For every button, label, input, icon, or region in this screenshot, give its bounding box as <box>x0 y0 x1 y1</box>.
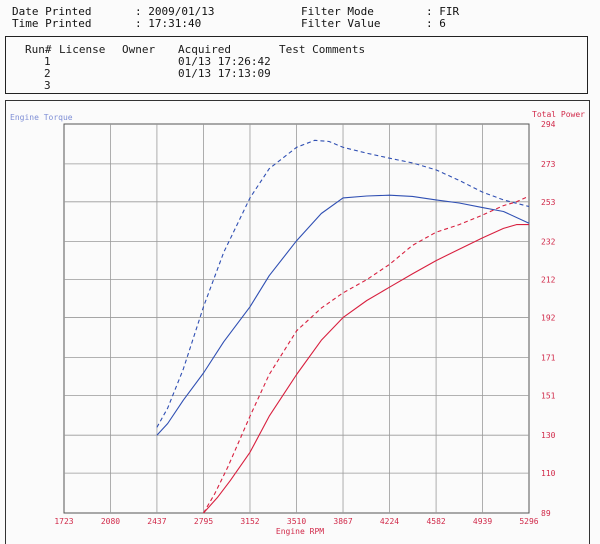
x-tick-label: 2795 <box>194 517 213 526</box>
chart-frame <box>5 100 590 544</box>
time-printed-value: : 17:31:40 <box>135 17 202 30</box>
right-axis-title: Total Power <box>532 110 585 119</box>
x-tick-label: 2080 <box>101 517 120 526</box>
power-dashed-line <box>203 195 530 514</box>
x-tick-label: 4224 <box>380 517 399 526</box>
run-number: 3 <box>44 79 51 92</box>
date-printed-label: Date Printed <box>12 5 92 18</box>
column-header-run: Run# <box>25 43 52 56</box>
right-tick-label: 130 <box>541 431 556 440</box>
torque-dashed-line <box>156 139 530 428</box>
column-header-test-comments: Test Comments <box>279 43 366 56</box>
x-tick-label: 1723 <box>54 517 73 526</box>
right-tick-label: 89 <box>541 509 551 518</box>
right-tick-label: 294 <box>541 120 556 129</box>
run-acquired: 01/13 17:26:42 <box>178 55 271 68</box>
time-printed-label: Time Printed <box>12 17 92 30</box>
right-tick-label: 212 <box>541 276 556 285</box>
right-tick-label: 273 <box>541 160 556 169</box>
column-header-license: License <box>59 43 106 56</box>
x-tick-label: 3152 <box>240 517 259 526</box>
x-tick-label: 5296 <box>519 517 538 526</box>
filter-value-value: : 6 <box>426 17 446 30</box>
right-tick-label: 110 <box>541 469 556 478</box>
date-printed-value: : 2009/01/13 <box>135 5 215 18</box>
run-number: 1 <box>44 55 51 68</box>
x-tick-label: 4939 <box>473 517 492 526</box>
torque-solid-line <box>156 194 530 436</box>
column-header-owner: Owner <box>122 43 156 56</box>
report-header: Date Printed : 2009/01/13 Time Printed :… <box>0 0 600 36</box>
filter-value-label: Filter Value <box>301 17 381 30</box>
right-tick-label: 253 <box>541 198 556 207</box>
x-tick-label: 3867 <box>333 517 352 526</box>
filter-mode-label: Filter Mode <box>301 5 374 18</box>
run-acquired: 01/13 17:13:09 <box>178 67 271 80</box>
filter-mode-value: : FIR <box>426 5 460 18</box>
right-tick-label: 171 <box>541 353 556 362</box>
right-tick-label: 192 <box>541 314 556 323</box>
left-axis-title: Engine Torque <box>10 113 73 122</box>
run-number: 2 <box>44 67 51 80</box>
x-tick-label: 3510 <box>287 517 306 526</box>
right-tick-label: 232 <box>541 238 556 247</box>
power-solid-line <box>203 224 529 514</box>
x-axis-title: Engine RPM <box>276 527 324 536</box>
x-tick-label: 2437 <box>147 517 166 526</box>
x-tick-label: 4582 <box>426 517 445 526</box>
right-tick-label: 151 <box>541 391 556 400</box>
runs-table: Run# License Owner Acquired Test Comment… <box>5 36 588 94</box>
column-header-acquired: Acquired <box>178 43 231 56</box>
